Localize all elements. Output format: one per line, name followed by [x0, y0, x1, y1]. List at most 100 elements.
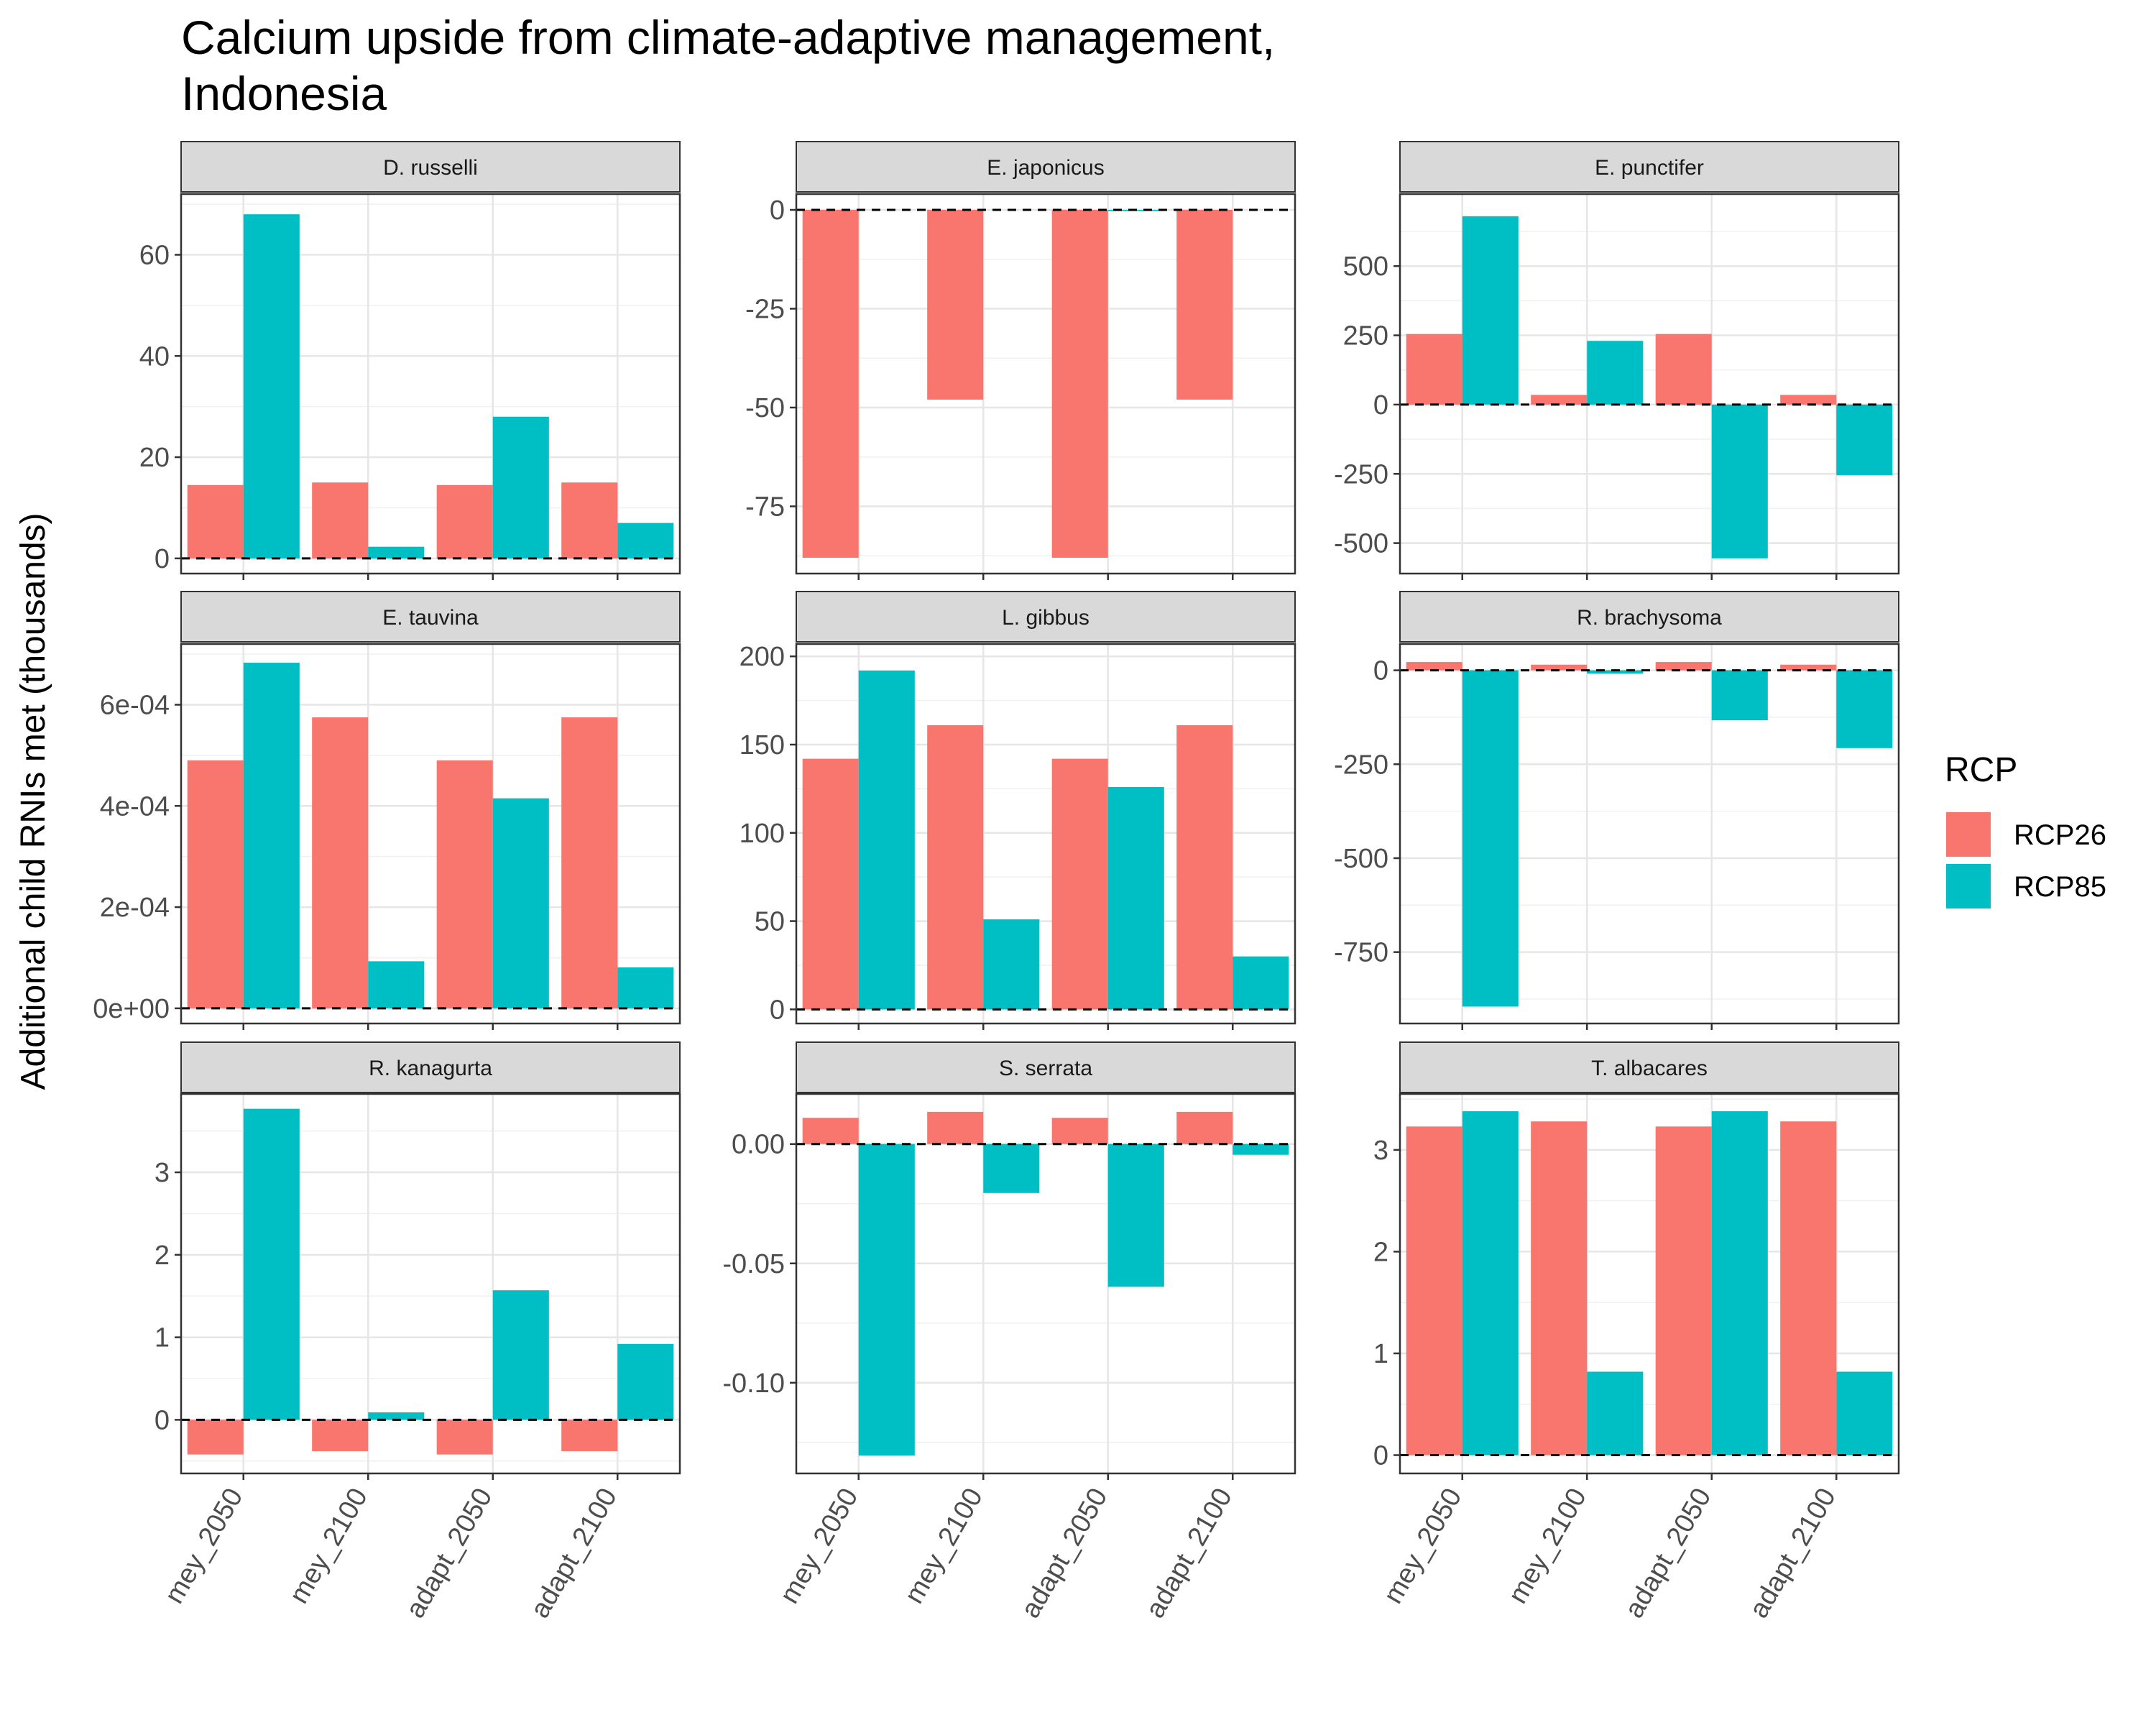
bar-t-albacares-adapt-2050-rcp85: [1711, 1111, 1768, 1455]
legend-title: RCP: [1945, 751, 2017, 789]
bar-r-brachysoma-adapt-2050-rcp85: [1711, 670, 1768, 721]
bar-e-tauvina-mey-2100-rcp26: [312, 717, 369, 1008]
y-tick-label: -25: [745, 295, 785, 325]
strip-e-punctifer: [1399, 141, 1899, 193]
bar-r-brachysoma-adapt-2100-rcp26: [1780, 664, 1837, 671]
bar-e-tauvina-adapt-2100-rcp26: [561, 717, 618, 1008]
bar-s-serrata-mey-2100-rcp26: [927, 1111, 984, 1144]
bar-e-japonicus-mey-2050-rcp26: [802, 210, 859, 558]
bar-l-gibbus-mey-2050-rcp85: [858, 670, 915, 1010]
y-tick-label: 0.00: [732, 1130, 785, 1160]
bar-r-kanagurta-adapt-2100-rcp85: [617, 1343, 674, 1420]
y-tick-label: -0.05: [722, 1249, 785, 1279]
strip-label-e-punctifer: E. punctifer: [1595, 156, 1704, 180]
legend-label-rcp26: RCP26: [2014, 819, 2106, 851]
bar-t-albacares-mey-2100-rcp26: [1531, 1121, 1588, 1455]
y-tick-label: 500: [1343, 252, 1388, 282]
bar-t-albacares-mey-2050-rcp26: [1406, 1126, 1462, 1455]
y-tick-label: 0: [1373, 1441, 1388, 1471]
bar-l-gibbus-mey-2100-rcp85: [983, 919, 1040, 1010]
y-tick-label: -750: [1334, 938, 1388, 968]
chart-title-line-2: Indonesia: [181, 67, 387, 120]
bar-e-tauvina-adapt-2100-rcp85: [617, 967, 674, 1008]
bar-s-serrata-adapt-2050-rcp85: [1107, 1144, 1164, 1287]
bar-t-albacares-adapt-2100-rcp26: [1780, 1121, 1837, 1455]
bar-r-kanagurta-mey-2100-rcp85: [368, 1412, 425, 1420]
panel-d-russelli: D. russelli 0 20 40 60: [139, 141, 681, 580]
y-tick-label: -75: [745, 492, 785, 523]
y-tick-label: 0: [155, 544, 170, 574]
bar-r-kanagurta-mey-2100-rcp26: [312, 1420, 369, 1452]
strip-r-kanagurta: [180, 1041, 681, 1093]
y-tick-label: -0.10: [722, 1368, 785, 1399]
y-tick-label: 20: [139, 443, 170, 473]
bar-s-serrata-adapt-2100-rcp26: [1176, 1111, 1233, 1144]
panel-border: [180, 193, 681, 575]
y-tick-label: -250: [1334, 750, 1388, 780]
chart-title-line-1: Calcium upside from climate-adaptive man…: [181, 11, 1275, 64]
strip-l-gibbus: [796, 591, 1296, 643]
bar-d-russelli-adapt-2050-rcp26: [436, 484, 493, 558]
y-axis-label: Additional child RNIs met (thousands): [14, 512, 52, 1090]
strip-label-e-tauvina: E. tauvina: [382, 606, 479, 630]
bar-t-albacares-adapt-2100-rcp85: [1836, 1371, 1893, 1455]
y-tick-label: 1: [1373, 1339, 1388, 1369]
bar-e-tauvina-adapt-2050-rcp85: [492, 798, 549, 1008]
y-tick-label: 1: [155, 1323, 170, 1353]
strip-d-russelli: [180, 141, 681, 193]
y-tick-label: 40: [139, 341, 170, 372]
bar-l-gibbus-adapt-2100-rcp85: [1233, 956, 1289, 1010]
panel-e-japonicus: E. japonicus -75 -50 -25 0: [745, 141, 1296, 580]
bar-e-punctifer-adapt-2100-rcp26: [1780, 395, 1837, 405]
panel-e-punctifer: E. punctifer -500 -250 0 250 500: [1334, 141, 1900, 580]
bar-e-japonicus-mey-2100-rcp26: [927, 210, 984, 400]
y-tick-label: 100: [740, 819, 785, 849]
legend-key-rcp85: [1946, 864, 1991, 908]
panel-border: [1399, 193, 1900, 575]
strip-label-e-japonicus: E. japonicus: [987, 156, 1104, 180]
strip-label-d-russelli: D. russelli: [383, 156, 478, 180]
strip-e-tauvina: [180, 591, 681, 643]
bar-d-russelli-adapt-2100-rcp85: [617, 523, 674, 558]
y-tick-label: 2: [1373, 1237, 1388, 1267]
y-tick-label: 0: [1373, 390, 1388, 420]
bar-s-serrata-adapt-2100-rcp85: [1233, 1144, 1289, 1155]
strip-label-s-serrata: S. serrata: [999, 1057, 1092, 1080]
bar-d-russelli-mey-2100-rcp85: [368, 546, 425, 558]
panel-border: [1399, 1092, 1900, 1475]
panel-r-brachysoma: R. brachysoma -750 -500 -250 0: [1334, 591, 1900, 1030]
legend: RCP RCP26 RCP85: [1945, 751, 2106, 908]
bar-l-gibbus-adapt-2100-rcp26: [1176, 724, 1233, 1010]
y-tick-label: 0: [770, 196, 785, 226]
bar-l-gibbus-adapt-2050-rcp85: [1107, 786, 1164, 1010]
y-tick-label: 50: [755, 907, 785, 937]
y-tick-label: 6e-04: [100, 690, 170, 720]
bar-e-tauvina-adapt-2050-rcp26: [436, 760, 493, 1008]
bar-r-kanagurta-mey-2050-rcp85: [243, 1108, 300, 1420]
strip-label-r-brachysoma: R. brachysoma: [1577, 606, 1722, 630]
y-tick-label: 0: [770, 995, 785, 1025]
bar-e-punctifer-adapt-2050-rcp85: [1711, 404, 1768, 558]
bar-r-brachysoma-adapt-2100-rcp85: [1836, 670, 1893, 748]
bar-r-kanagurta-adapt-2100-rcp26: [561, 1420, 618, 1452]
bar-d-russelli-mey-2050-rcp85: [243, 214, 300, 558]
bar-r-brachysoma-adapt-2050-rcp26: [1655, 662, 1712, 671]
bar-e-punctifer-mey-2050-rcp85: [1462, 216, 1519, 405]
y-tick-label: 0e+00: [93, 994, 170, 1024]
bar-e-punctifer-mey-2100-rcp85: [1587, 341, 1644, 405]
panel-border: [795, 193, 1296, 575]
legend-key-rcp26: [1946, 812, 1991, 857]
bar-d-russelli-adapt-2100-rcp26: [561, 482, 618, 558]
y-tick-label: -500: [1334, 529, 1388, 559]
bar-d-russelli-mey-2050-rcp26: [187, 484, 244, 558]
panel-e-tauvina: E. tauvina 0e+00 2e-04 4e-04 6e-04: [93, 591, 681, 1030]
legend-label-rcp85: RCP85: [2014, 871, 2106, 903]
y-tick-label: 0: [1373, 656, 1388, 686]
bar-e-punctifer-mey-2100-rcp26: [1531, 395, 1588, 405]
bar-e-punctifer-adapt-2100-rcp85: [1836, 404, 1893, 476]
y-tick-label: 150: [740, 730, 785, 760]
bar-l-gibbus-adapt-2050-rcp26: [1051, 758, 1108, 1010]
bar-t-albacares-adapt-2050-rcp26: [1655, 1126, 1712, 1455]
